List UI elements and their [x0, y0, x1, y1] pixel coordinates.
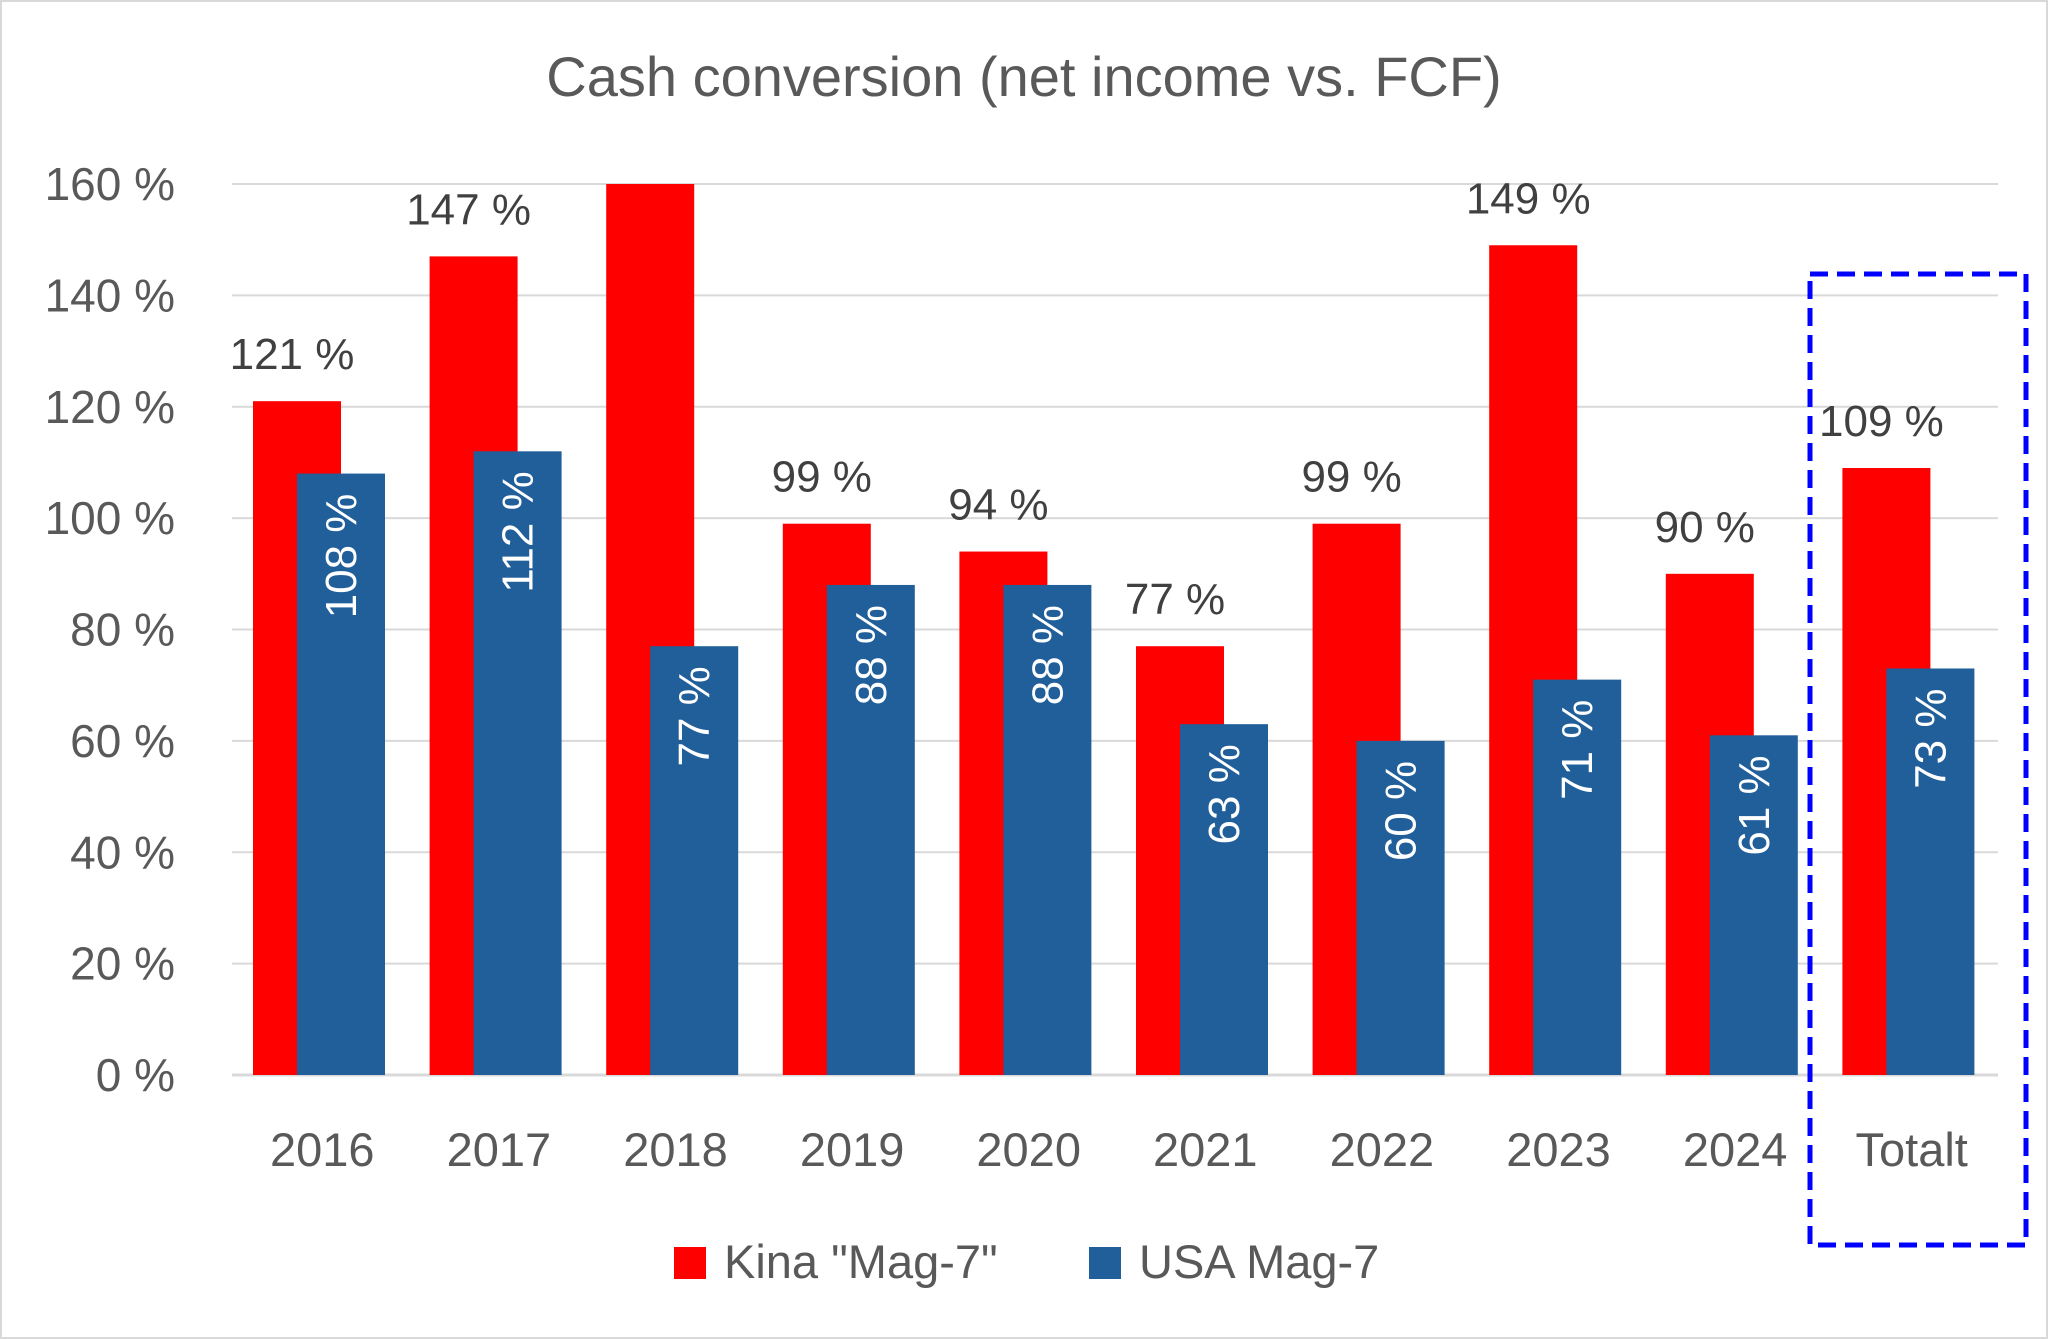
chart-title: Cash conversion (net income vs. FCF) [546, 45, 1501, 108]
legend-label: USA Mag-7 [1139, 1235, 1379, 1288]
y-tick-label: 0 % [96, 1049, 175, 1101]
data-label-usa: 88 % [1023, 605, 1072, 705]
x-tick-label: 2020 [976, 1123, 1081, 1176]
y-tick-label: 120 % [45, 381, 175, 433]
bar-usa [1180, 724, 1268, 1075]
bar-usa [1356, 740, 1445, 1075]
x-tick-label: 2017 [447, 1123, 552, 1176]
x-tick-label: 2016 [270, 1123, 375, 1176]
y-tick-label: 80 % [70, 604, 175, 656]
data-label-usa: 71 % [1553, 700, 1602, 800]
bar-usa [650, 646, 739, 1075]
legend-swatch [1089, 1247, 1121, 1279]
data-label-kina: 121 % [230, 330, 355, 379]
data-label-usa: 61 % [1730, 755, 1779, 855]
bar-usa [473, 451, 562, 1075]
data-label-usa: 77 % [670, 666, 719, 766]
data-label-kina: 109 % [1819, 397, 1944, 446]
data-label-usa: 88 % [847, 605, 896, 705]
bar-usa [1886, 668, 1975, 1075]
highlight-box-totalt [1807, 271, 2029, 1248]
bar-usa [297, 473, 385, 1075]
data-label-kina: 90 % [1655, 503, 1755, 552]
x-tick-label: 2024 [1683, 1123, 1788, 1176]
y-tick-label: 40 % [70, 826, 175, 878]
x-tick-label: 2021 [1153, 1123, 1258, 1176]
bar-usa [1709, 735, 1798, 1075]
data-label-kina: 147 % [406, 185, 531, 234]
y-tick-label: 140 % [45, 269, 175, 321]
data-label-usa: 108 % [317, 494, 366, 619]
x-tick-label: 2022 [1330, 1123, 1435, 1176]
data-label-kina: 99 % [1301, 453, 1401, 502]
data-label-usa: 73 % [1906, 688, 1955, 788]
x-tick-label: 2023 [1506, 1123, 1611, 1176]
data-label-usa: 60 % [1377, 761, 1426, 861]
data-label-kina: 99 % [772, 453, 872, 502]
data-label-usa: 63 % [1200, 744, 1249, 844]
y-tick-label: 160 % [45, 158, 175, 210]
x-tick-label: Totalt [1856, 1123, 1968, 1176]
bar-usa [826, 584, 915, 1075]
y-tick-label: 20 % [70, 938, 175, 990]
legend-label: Kina "Mag-7" [724, 1235, 998, 1288]
legend-swatch [674, 1247, 706, 1279]
x-tick-label: 2019 [800, 1123, 905, 1176]
data-label-kina: 94 % [948, 481, 1048, 530]
data-label-kina: 149 % [1466, 174, 1591, 223]
y-tick-label: 100 % [45, 492, 175, 544]
bar-usa [1533, 679, 1622, 1075]
bar-usa [1003, 584, 1092, 1075]
x-tick-label: 2018 [623, 1123, 728, 1176]
data-label-kina: 77 % [1125, 575, 1225, 624]
y-tick-label: 60 % [70, 715, 175, 767]
data-label-usa: 112 % [494, 471, 543, 593]
